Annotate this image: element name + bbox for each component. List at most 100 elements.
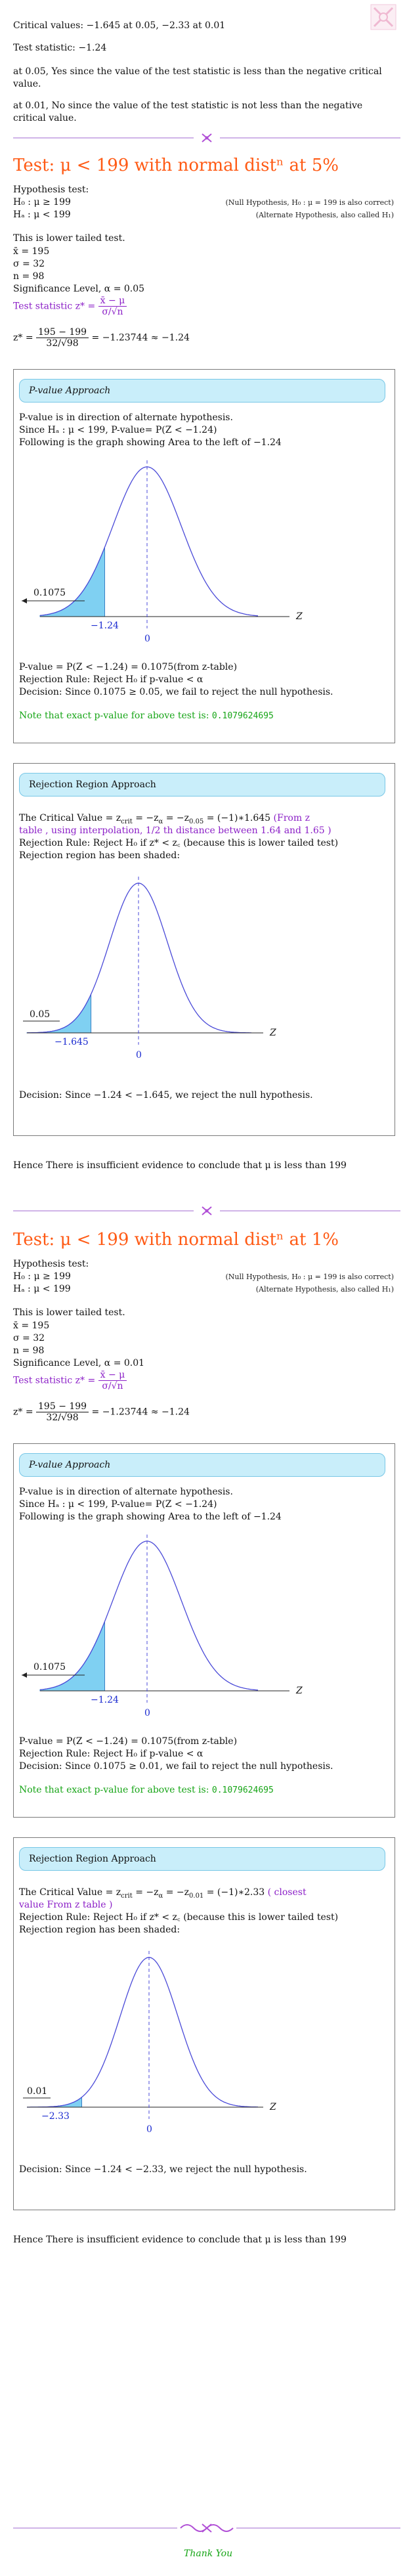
null-hypothesis: H₀ : μ ≥ 199	[13, 1271, 71, 1282]
section-divider	[13, 1206, 400, 1215]
pvalue-line-3: Following is the graph showing Area to t…	[19, 437, 282, 448]
cv-part-2: = −z	[132, 813, 159, 823]
sigma-value: σ = 32	[13, 259, 45, 269]
pvalue-line-2: Since Hₐ : μ < 199, P-value= P(Z < −1.24…	[19, 425, 217, 435]
test-statistic-formula: Test statistic z* = x̄ − μ σ/√n	[13, 1370, 127, 1391]
pvalue-header-text: P-value Approach	[29, 385, 111, 396]
zero-label: 0	[144, 634, 150, 644]
area-label: 0.1075	[33, 588, 66, 598]
left-tail-area	[39, 1621, 105, 1692]
rejection-shaded-text: Rejection region has been shaded:	[19, 850, 181, 861]
z-computation: z* = 195 − 199 32/√98 = −1.23744 ≈ −1.24	[13, 327, 190, 349]
answer-001-text: at 0.01, No since the value of the test …	[13, 100, 363, 123]
normal-curve	[39, 466, 259, 617]
cv-note-1: (From z	[273, 813, 310, 823]
ts-numerator: x̄ − μ	[98, 295, 127, 307]
rejection-region-box: Rejection Region Approach The Critical V…	[13, 763, 395, 1136]
area-label: 0.1075	[33, 1662, 66, 1672]
z-axis-label: Z	[269, 2102, 276, 2112]
area-label: 0.05	[30, 1009, 50, 1020]
significance-level: Significance Level, α = 0.01	[13, 1358, 145, 1368]
corner-ornament-icon	[370, 4, 396, 30]
cv-part-4: = (−1)∗1.645	[204, 813, 271, 823]
null-hypothesis-note: (Null Hypothesis, H₀ : μ = 199 is also c…	[225, 1273, 394, 1281]
zero-label: 0	[136, 1050, 142, 1060]
tick-label: −1.645	[54, 1037, 89, 1047]
alternate-hypothesis-note: (Alternate Hypothesis, also called H₁)	[255, 211, 394, 219]
note-text: Note that exact p-value for above test i…	[19, 1785, 209, 1795]
section-5-percent: Test: μ < 199 with normal distⁿ at 5% Hy…	[13, 155, 400, 1363]
pvalue-line-1: P-value is in direction of alternate hyp…	[19, 412, 233, 423]
pvalue-line-3: Following is the graph showing Area to t…	[19, 1512, 282, 1522]
rejection-header-text: Rejection Region Approach	[29, 779, 156, 790]
note-text: Note that exact p-value for above test i…	[19, 710, 209, 721]
sample-size: n = 98	[13, 1345, 45, 1356]
z-rhs: = −1.23744 ≈ −1.24	[91, 332, 190, 343]
alternate-hypothesis: Hₐ : μ < 199	[13, 209, 71, 220]
rejection-rule: Rejection Rule: Reject H₀ if z* < z꜀ (be…	[19, 1912, 339, 1923]
pvalue-graph: 0.1075 −1.24 0 Z	[22, 1535, 303, 1718]
sample-mean: x̄ = 195	[13, 1321, 50, 1331]
zero-label: 0	[144, 1708, 150, 1718]
tail-text: This is lower tailed test.	[13, 1307, 125, 1318]
z-axis-label: Z	[295, 611, 303, 622]
thank-you-text: Thank You	[184, 2548, 233, 2559]
cv-sub-2: α	[158, 818, 163, 825]
rejection-decision: Decision: Since −1.24 < −1.645, we rejec…	[19, 1090, 313, 1101]
z-lhs: z* =	[13, 1407, 33, 1418]
pvalue-graph: 0.1075 −1.24 0 Z	[22, 460, 303, 644]
answer-005-text: at 0.05, Yes since the value of the test…	[13, 66, 382, 89]
pvalue-line-1: P-value is in direction of alternate hyp…	[19, 1487, 233, 1497]
tick-label: −1.24	[91, 621, 119, 631]
pvalue-result: P-value = P(Z < −1.24) = 0.1075(from z-t…	[19, 662, 238, 672]
normal-curve	[26, 883, 251, 1034]
critical-value-line: The Critical Value = zcrit = −zα = −z0.0…	[19, 812, 310, 828]
null-hypothesis: H₀ : μ ≥ 199	[13, 197, 71, 207]
arrow-head-icon	[22, 598, 27, 603]
significance-level: Significance Level, α = 0.05	[13, 284, 145, 294]
null-hypothesis-note: (Null Hypothesis, H₀ : μ = 199 is also c…	[225, 198, 394, 207]
cv-part-1: The Critical Value = z	[19, 1887, 121, 1898]
zero-label: 0	[146, 2124, 152, 2135]
note-value: 0.1079624695	[211, 1785, 274, 1795]
cv-note-2: table , using interpolation, 1/2 th dist…	[19, 825, 332, 836]
pvalue-decision: Decision: Since 0.1075 ≥ 0.01, we fail t…	[19, 1761, 333, 1772]
z-denominator: 32/√98	[46, 338, 79, 349]
pvalue-decision: Decision: Since 0.1075 ≥ 0.05, we fail t…	[19, 687, 333, 697]
cv-part-3: = −z	[163, 813, 190, 823]
alternate-hypothesis: Hₐ : μ < 199	[13, 1284, 71, 1294]
left-tail-area	[39, 547, 105, 617]
note-value: 0.1079624695	[211, 711, 274, 721]
critical-values-text: Critical values: −1.645 at 0.05, −2.33 a…	[13, 20, 226, 31]
sigma-value: σ = 32	[13, 1333, 45, 1343]
exact-pvalue-note: Note that exact p-value for above test i…	[19, 710, 274, 722]
footer-ornament-icon	[13, 2523, 400, 2533]
alternate-hypothesis-note: (Alternate Hypothesis, also called H₁)	[255, 1285, 394, 1294]
cv-sub-3: 0.01	[189, 1892, 204, 1900]
section-title: Test: μ < 199 with normal distⁿ at 1%	[13, 1230, 339, 1250]
section-divider	[13, 133, 400, 142]
pvalue-header-text: P-value Approach	[29, 1460, 111, 1470]
ts-denominator: σ/√n	[102, 307, 123, 317]
conclusion-text: Hence There is insufficient evidence to …	[13, 2235, 347, 2245]
arrow-head-icon	[22, 1672, 27, 1678]
ts-label: Test statistic z* =	[13, 301, 96, 312]
rejection-graph: 0.05 −1.645 0 Z	[23, 877, 276, 1060]
pvalue-header: P-value Approach	[19, 379, 385, 403]
test-statistic-text: Test statistic: −1.24	[13, 43, 107, 53]
normal-curve	[27, 1957, 258, 2108]
pvalue-approach-box: P-value Approach P-value is in direction…	[13, 1443, 395, 1818]
tick-label: −2.33	[41, 2111, 70, 2122]
test-statistic-formula: Test statistic z* = x̄ − μ σ/√n	[13, 295, 127, 317]
sample-size: n = 98	[13, 271, 45, 282]
cv-sub-1: crit	[121, 1892, 133, 1900]
ts-denominator: σ/√n	[102, 1381, 123, 1391]
z-axis-label: Z	[269, 1028, 276, 1038]
pvalue-rule: Rejection Rule: Reject H₀ if p-value < α	[19, 1749, 204, 1759]
z-axis-label: Z	[295, 1686, 303, 1696]
rejection-header: Rejection Region Approach	[19, 773, 385, 797]
pvalue-result: P-value = P(Z < −1.24) = 0.1075(from z-t…	[19, 1736, 238, 1747]
section-1-percent: Test: μ < 199 with normal distⁿ at 1% Hy…	[13, 1229, 400, 2437]
cv-part-2: = −z	[132, 1887, 159, 1898]
cv-part-3: = −z	[163, 1887, 190, 1898]
